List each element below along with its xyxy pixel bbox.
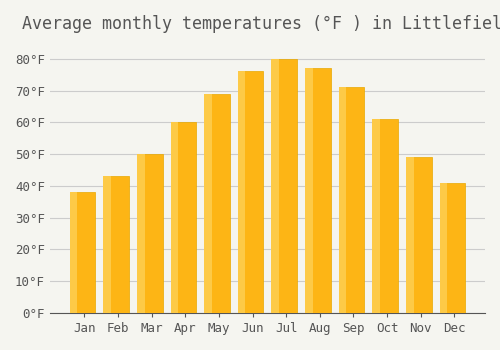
Bar xyxy=(305,68,312,313)
Bar xyxy=(170,122,178,313)
Bar xyxy=(309,68,330,313)
Bar xyxy=(137,154,144,313)
Bar xyxy=(107,176,129,313)
Bar xyxy=(272,59,279,313)
Bar xyxy=(342,88,364,313)
Title: Average monthly temperatures (°F ) in Littlefield: Average monthly temperatures (°F ) in Li… xyxy=(22,15,500,33)
Bar xyxy=(372,119,380,313)
Bar xyxy=(410,157,432,313)
Bar xyxy=(74,192,96,313)
Bar xyxy=(440,183,447,313)
Bar xyxy=(208,94,230,313)
Bar xyxy=(376,119,398,313)
Bar xyxy=(70,192,78,313)
Bar xyxy=(338,88,346,313)
Bar xyxy=(242,71,264,313)
Bar xyxy=(444,183,465,313)
Bar xyxy=(204,94,212,313)
Bar xyxy=(140,154,162,313)
Bar xyxy=(275,59,297,313)
Bar xyxy=(104,176,111,313)
Bar xyxy=(174,122,196,313)
Bar xyxy=(238,71,246,313)
Bar xyxy=(406,157,413,313)
